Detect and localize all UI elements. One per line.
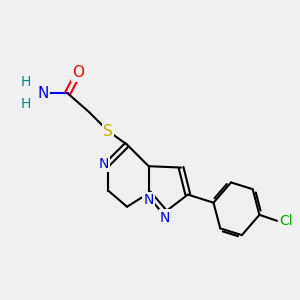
Text: H: H bbox=[20, 75, 31, 89]
Text: N: N bbox=[143, 193, 154, 207]
Text: N: N bbox=[38, 86, 49, 101]
Text: N: N bbox=[99, 157, 109, 170]
Text: N: N bbox=[160, 211, 170, 225]
Text: H: H bbox=[20, 97, 31, 111]
Text: S: S bbox=[103, 124, 113, 139]
Text: O: O bbox=[72, 65, 84, 80]
Text: Cl: Cl bbox=[280, 214, 293, 228]
